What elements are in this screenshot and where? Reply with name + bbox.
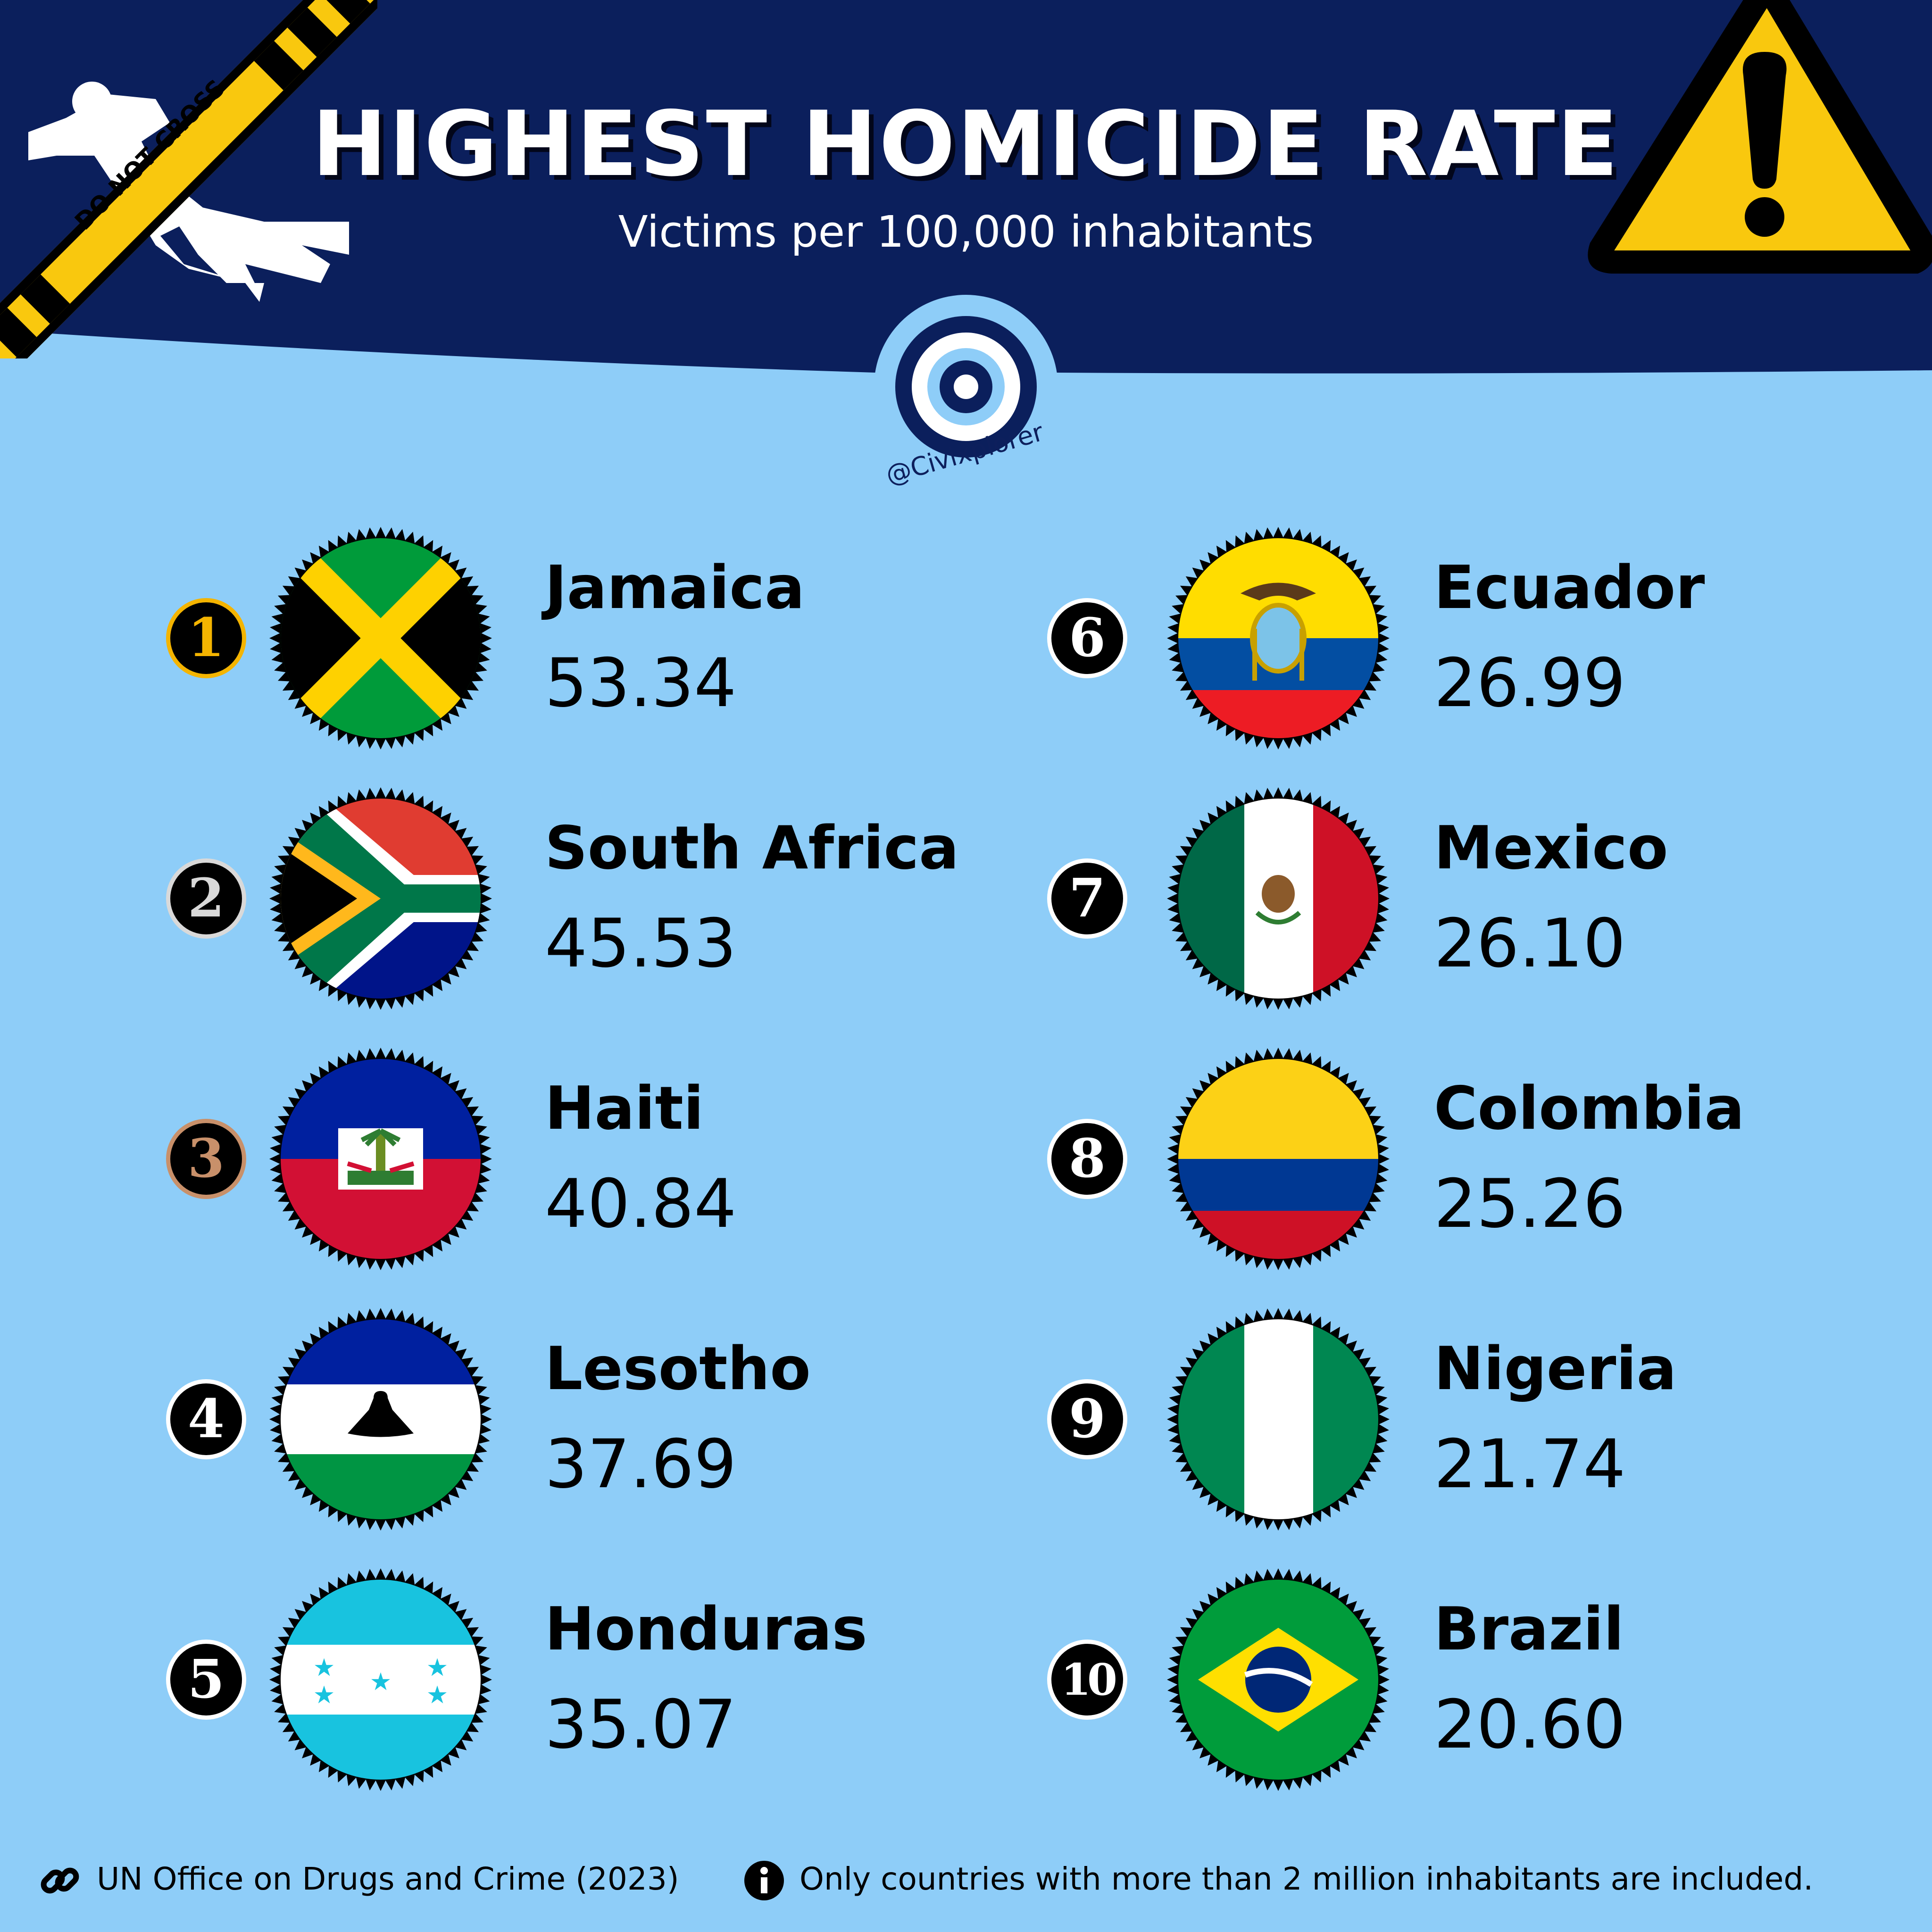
country-value-2: 45.53	[545, 905, 737, 983]
country-value-6: 26.99	[1434, 644, 1626, 722]
eye-logo-icon	[874, 295, 1058, 479]
rank-badge-10: 10	[1047, 1640, 1127, 1720]
country-name-10: Brazil	[1434, 1594, 1624, 1664]
country-name-1: Jamaica	[545, 553, 805, 622]
source-text: UN Office on Drugs and Crime (2023)	[97, 1861, 679, 1897]
country-value-5: 35.07	[545, 1686, 737, 1764]
note-text: Only countries with more than 2 million …	[799, 1861, 1814, 1897]
rank-badge-8: 8	[1047, 1119, 1127, 1199]
honduras-flag: ★ ★ ★ ★ ★	[269, 1568, 492, 1791]
crime-scene-tape: DO NOT CROSS	[0, 0, 377, 358]
country-value-7: 26.10	[1434, 905, 1626, 983]
country-value-10: 20.60	[1434, 1686, 1626, 1764]
jamaica-flag	[269, 527, 492, 749]
country-name-9: Nigeria	[1434, 1334, 1677, 1403]
rank-badge-7: 7	[1047, 858, 1127, 939]
country-value-8: 25.26	[1434, 1165, 1626, 1243]
rank-badge-9: 9	[1047, 1379, 1127, 1459]
country-name-8: Colombia	[1434, 1074, 1745, 1143]
page-title: HIGHEST HOMICIDE RATE	[312, 92, 1620, 196]
rank-badge-2: 2	[166, 858, 246, 939]
country-name-4: Lesotho	[545, 1334, 811, 1403]
country-value-3: 40.84	[545, 1165, 737, 1243]
brazil-flag	[1167, 1568, 1390, 1791]
ecuador-flag	[1167, 527, 1390, 749]
page-subtitle: Victims per 100,000 inhabitants	[618, 207, 1314, 257]
rank-badge-4: 4	[166, 1379, 246, 1459]
country-name-5: Honduras	[545, 1594, 867, 1664]
svg-text:★: ★	[313, 1654, 335, 1682]
country-value-1: 53.34	[545, 644, 737, 722]
info-icon	[744, 1861, 784, 1900]
country-name-6: Ecuador	[1434, 553, 1705, 622]
rank-badge-6: 6	[1047, 598, 1127, 678]
colombia-flag	[1167, 1048, 1390, 1270]
nigeria-flag	[1167, 1308, 1390, 1531]
header-background	[0, 0, 1932, 374]
country-name-3: Haiti	[545, 1074, 704, 1143]
country-value-9: 21.74	[1434, 1425, 1626, 1503]
link-icon	[41, 1867, 79, 1894]
rank-badge-3: 3	[166, 1119, 246, 1199]
svg-text:★: ★	[426, 1681, 449, 1709]
mexico-flag	[1167, 787, 1390, 1010]
country-value-4: 37.69	[545, 1425, 737, 1503]
south-africa-flag	[269, 787, 492, 1010]
rank-badge-1: 1	[166, 598, 246, 678]
warning-icon	[1588, 0, 1932, 274]
country-name-7: Mexico	[1434, 813, 1668, 883]
rank-badge-5: 5	[166, 1640, 246, 1720]
svg-text:★: ★	[426, 1654, 449, 1682]
svg-text:★: ★	[370, 1668, 392, 1696]
svg-text:★: ★	[313, 1681, 335, 1709]
lesotho-flag	[269, 1308, 492, 1531]
country-name-2: South Africa	[545, 813, 959, 883]
body-outline-icon	[28, 82, 349, 302]
haiti-flag	[269, 1048, 492, 1270]
